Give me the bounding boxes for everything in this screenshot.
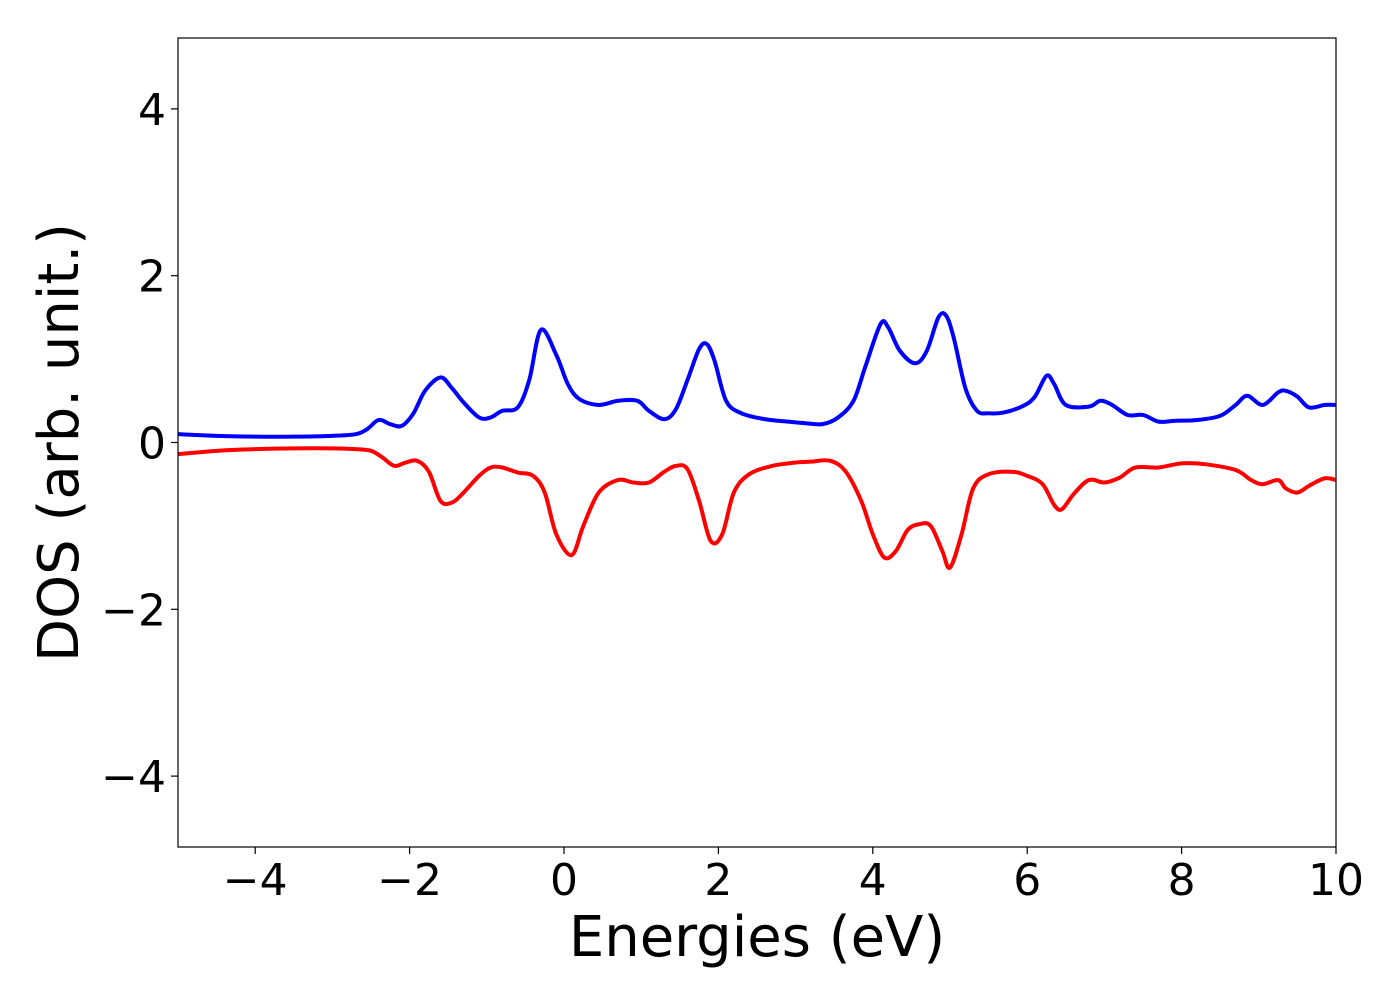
- y-axis-title: DOS (arb. unit.): [27, 223, 92, 662]
- y-axis-ticks: −4 −2 0 2 4: [101, 85, 178, 803]
- x-tick-label: 8: [1168, 855, 1196, 906]
- x-axis-title: Energies (eV): [569, 905, 945, 970]
- x-tick-label: 2: [704, 855, 732, 906]
- x-axis-ticks: −4 −2 0 2 4 6 8 10: [223, 847, 1364, 906]
- series-layer: [177, 311, 1337, 570]
- x-tick-label: −4: [223, 855, 288, 906]
- y-tick-label: 0: [138, 419, 166, 470]
- y-tick-label: 4: [138, 85, 166, 136]
- x-tick-label: 10: [1308, 855, 1364, 906]
- series-line-spin-up: [177, 311, 1337, 439]
- plot-background: [178, 38, 1336, 847]
- plot-frame: [177, 37, 1337, 848]
- x-tick-label: 0: [550, 855, 578, 906]
- x-tick-label: 6: [1013, 855, 1041, 906]
- x-tick-label: 4: [859, 855, 887, 906]
- x-tick-label: −2: [377, 855, 442, 906]
- series-line-spin-down: [177, 446, 1337, 570]
- y-tick-label: 2: [138, 252, 166, 303]
- y-tick-label: −2: [101, 585, 166, 636]
- y-tick-label: −4: [101, 752, 166, 803]
